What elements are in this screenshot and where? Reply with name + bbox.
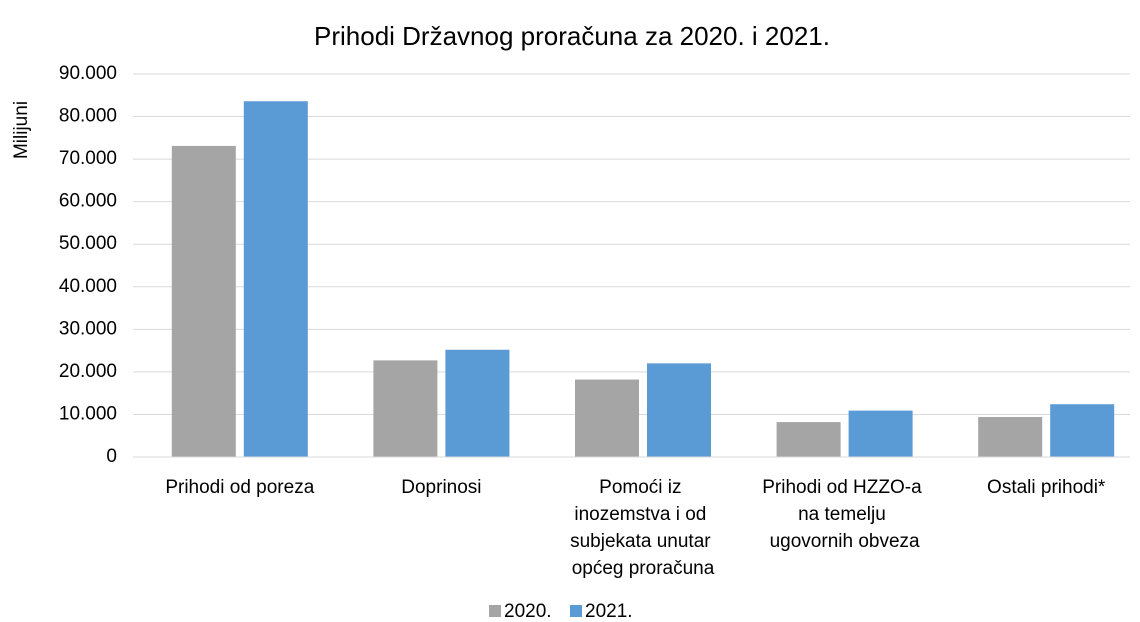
y-tick-label: 60.000 [59, 191, 117, 212]
bar [373, 360, 438, 457]
y-tick-label: 10.000 [59, 403, 117, 424]
y-axis-label: Milijuni [11, 101, 32, 159]
bar [1050, 404, 1115, 457]
y-tick-label: 70.000 [59, 148, 117, 169]
y-tick-label: 30.000 [59, 318, 117, 339]
legend-swatch [570, 605, 582, 617]
legend-label: 2020. [504, 601, 552, 622]
legend-label: 2021. [585, 601, 633, 622]
x-tick-label: Doprinosi [401, 477, 481, 498]
y-tick-label: 0 [106, 446, 117, 467]
y-tick-label: 50.000 [59, 233, 117, 254]
bar [171, 145, 236, 457]
chart-title: Prihodi Državnog proračuna za 2020. i 20… [314, 21, 830, 51]
y-tick-label: 40.000 [59, 276, 117, 297]
y-tick-label: 90.000 [59, 63, 117, 84]
legend-swatch [489, 605, 501, 617]
x-tick-label: Ostali prihodi* [987, 477, 1106, 498]
bar [575, 379, 639, 457]
bar [978, 416, 1043, 457]
y-tick-label: 20.000 [59, 361, 117, 382]
bar [243, 101, 308, 457]
bar [848, 410, 913, 457]
x-tick-label: Prihodi od poreza [165, 477, 314, 498]
x-tick-label: Prihodi od HZZO-a na temelju ugovornih o… [762, 477, 927, 552]
bar [445, 349, 510, 457]
bar [776, 422, 841, 457]
x-tick-label: Pomoći iz inozemstva i od subjekata unut… [570, 477, 716, 579]
bar [647, 363, 711, 457]
y-tick-label: 80.000 [59, 106, 117, 127]
